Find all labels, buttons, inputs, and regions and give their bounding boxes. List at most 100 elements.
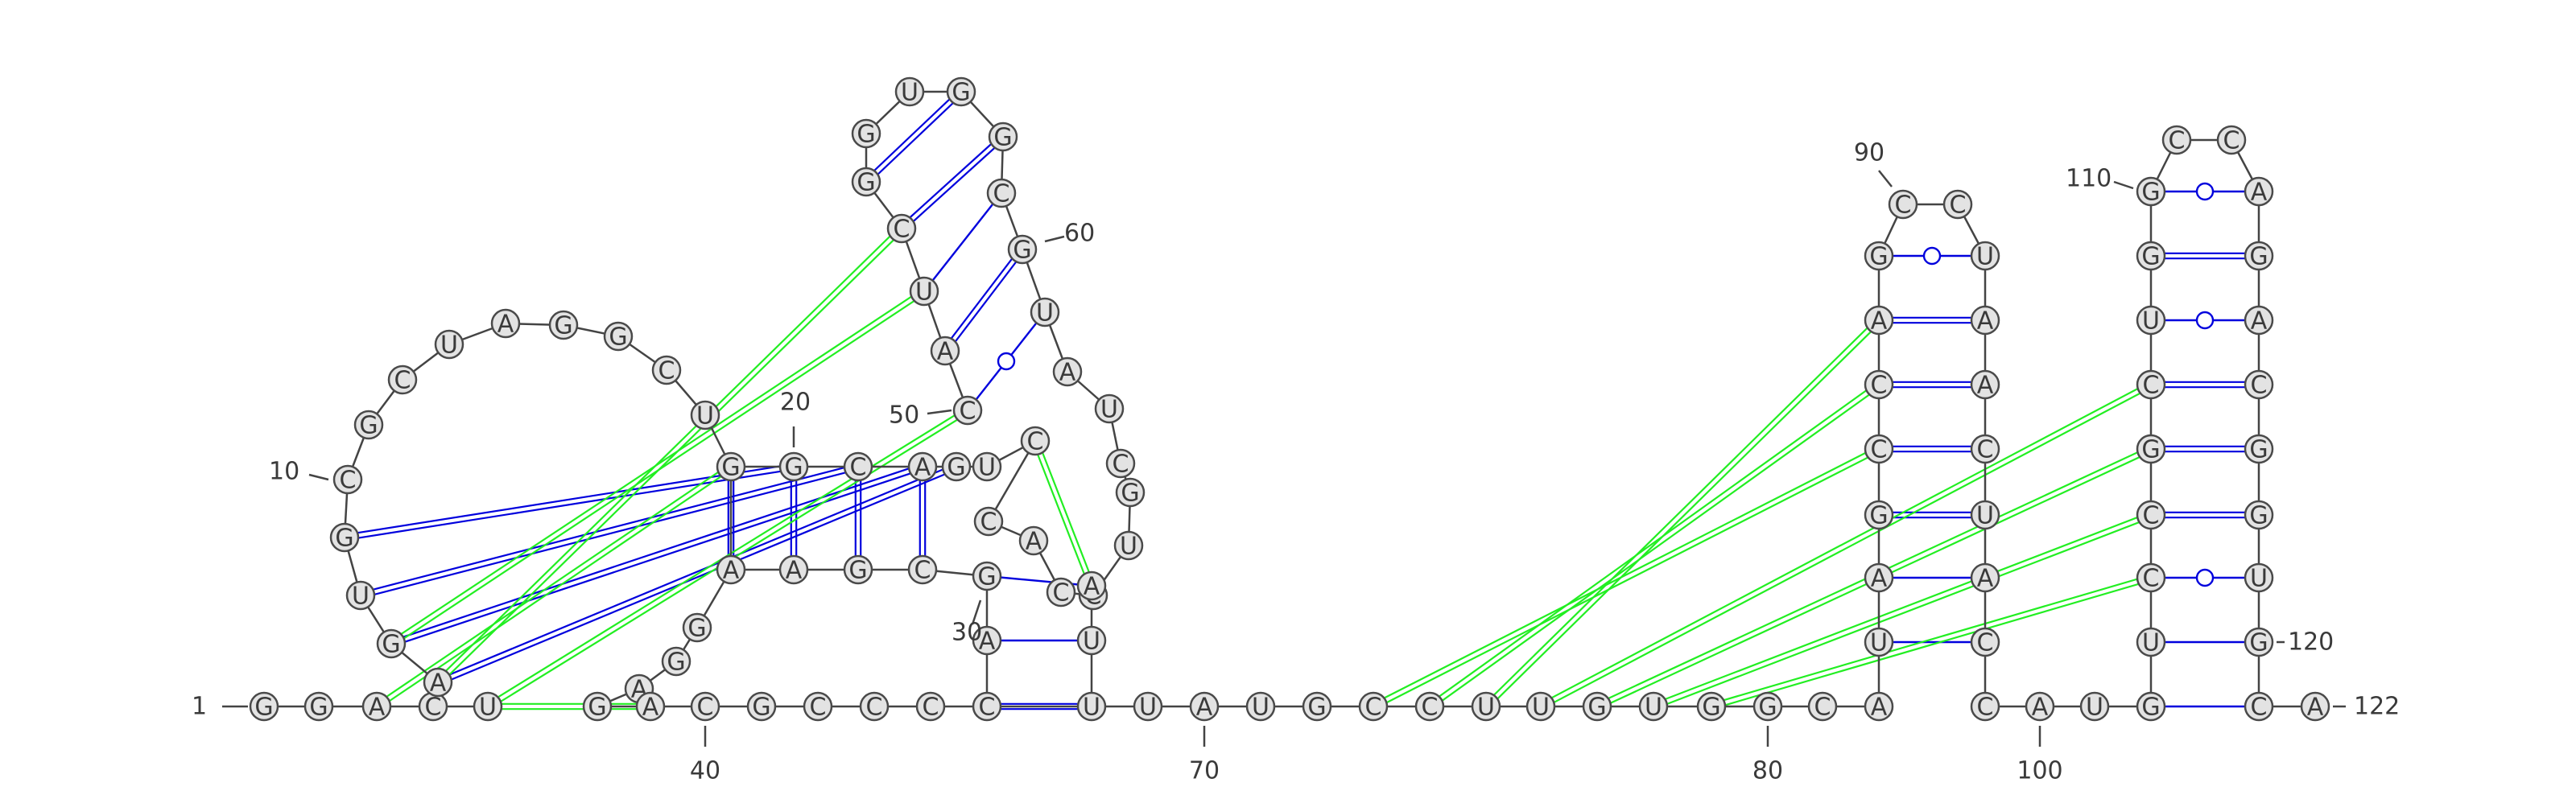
nucleotide: C (2244, 691, 2274, 722)
nucleotide-letter: U (2142, 629, 2160, 657)
canonical-pair-line (391, 467, 924, 648)
nucleotide-letter: U (1252, 694, 1269, 722)
nucleotide: C (1020, 426, 1051, 456)
position-number: 20 (780, 389, 811, 417)
nucleotide: A (2025, 691, 2055, 722)
nucleotide-circle (803, 691, 833, 722)
nucleotide: U (909, 276, 939, 307)
nucleotide-letter: G (609, 323, 627, 352)
nucleotide-circle (2244, 500, 2274, 530)
nucleotide-letter: C (1977, 694, 1994, 722)
canonical-pair-line (436, 463, 956, 682)
nucleotide-letter: C (1113, 451, 1129, 479)
position-label: 90 (1854, 139, 1893, 187)
nucleotide-circle (1052, 356, 1083, 387)
nucleotide: C (1414, 691, 1445, 722)
position-number: 122 (2354, 693, 2400, 721)
nucleotide: G (941, 451, 972, 482)
pseudoknot-pair-line (1036, 439, 1096, 586)
nucleotide-letter: U (696, 402, 714, 430)
canonical-pair-line (864, 89, 960, 181)
nucleotide: G (2136, 691, 2166, 722)
backbone-layer (264, 90, 2315, 708)
nucleotide: G (746, 691, 777, 722)
nucleotide-circle (329, 522, 360, 553)
nucleotide: U (1030, 297, 1060, 327)
nucleotide: A (1864, 691, 1894, 722)
nucleotide-letter: C (993, 180, 1010, 208)
nucleotide: G (249, 691, 279, 722)
canonical-pair-line (361, 468, 860, 599)
nucleotide-circle (1414, 691, 1445, 722)
nucleotide-circle (1864, 305, 1894, 336)
nucleotide: U (434, 329, 464, 360)
nucleotide: G (1752, 691, 1783, 722)
position-tick (308, 473, 329, 481)
canonical-pair-line (390, 463, 923, 643)
nucleotide-circle (2244, 241, 2274, 271)
nucleotide: C (915, 691, 946, 722)
position-number: 40 (690, 757, 720, 785)
nucleotide: G (661, 646, 691, 677)
nucleotide-circle (582, 691, 613, 722)
nucleotide-letter: G (1587, 694, 1606, 722)
nucleotide-letter: U (1477, 694, 1495, 722)
nucleotide: C (1888, 189, 1918, 220)
nucleotide-circle (1970, 305, 2000, 336)
nucleotide-letter: G (784, 454, 803, 482)
nucleotide: A (2244, 176, 2274, 207)
nucleotide: U (1094, 393, 1125, 424)
position-number: 60 (1064, 220, 1095, 248)
nucleotide-letter: A (2032, 694, 2049, 722)
nucleotide-circle (1094, 393, 1125, 424)
nucleotide-letter: U (1976, 243, 1994, 271)
nucleotide-letter: G (2141, 436, 2160, 464)
position-label: 20 (780, 389, 811, 447)
pair-line (923, 192, 1002, 292)
nucleotide-letter: C (2143, 565, 2160, 593)
nucleotide-circle (1864, 434, 1894, 464)
nucleotide-circle (907, 554, 938, 585)
nucleotide-letter: G (359, 412, 378, 440)
nucleotide: U (1076, 691, 1107, 722)
nucleotide: G (353, 410, 384, 440)
position-tick (971, 599, 982, 625)
nucleotide-circle (1582, 691, 1612, 722)
nucleotide-circle (690, 691, 720, 722)
nucleotide-letter: C (2143, 502, 2160, 530)
nucleotide-circle (1696, 691, 1727, 722)
position-number: 10 (269, 458, 299, 486)
nucleotide-letter: C (425, 694, 442, 722)
nucleotide-circle (1076, 570, 1107, 601)
nucleotide-circle (886, 213, 917, 244)
nucleotide: C (1864, 369, 1894, 400)
nucleotide-circle (1638, 691, 1669, 722)
nucleotide-circle (434, 329, 464, 360)
nucleotide-circle (332, 464, 363, 495)
nucleotide-circle (843, 451, 873, 482)
position-label: 110 (2066, 165, 2134, 193)
nucleotide-letter: G (554, 312, 572, 340)
pseudoknot-pair-line (1487, 321, 1882, 710)
position-label: 30 (952, 599, 982, 647)
nucleotide-letter: A (1026, 528, 1042, 556)
nucleotide: A (1189, 691, 1220, 722)
position-number: 80 (1752, 757, 1783, 785)
nucleotide: G (1302, 691, 1332, 722)
nucleotide: C (952, 395, 983, 426)
position-number: 1 (192, 693, 207, 721)
nucleotide: G (1696, 691, 1727, 722)
nucleotide-letter: A (2307, 694, 2324, 722)
pair-line (986, 575, 1092, 587)
nucleotide-letter: G (588, 694, 606, 722)
nucleotide-circle (851, 167, 881, 197)
nucleotide: C (387, 364, 418, 395)
nucleotide-circle (1970, 627, 2000, 657)
nucleotide: G (843, 554, 873, 585)
canonical-pair-line (345, 468, 795, 542)
canonical-pair-line (902, 138, 1005, 232)
nucleotide-letter: G (848, 557, 867, 585)
